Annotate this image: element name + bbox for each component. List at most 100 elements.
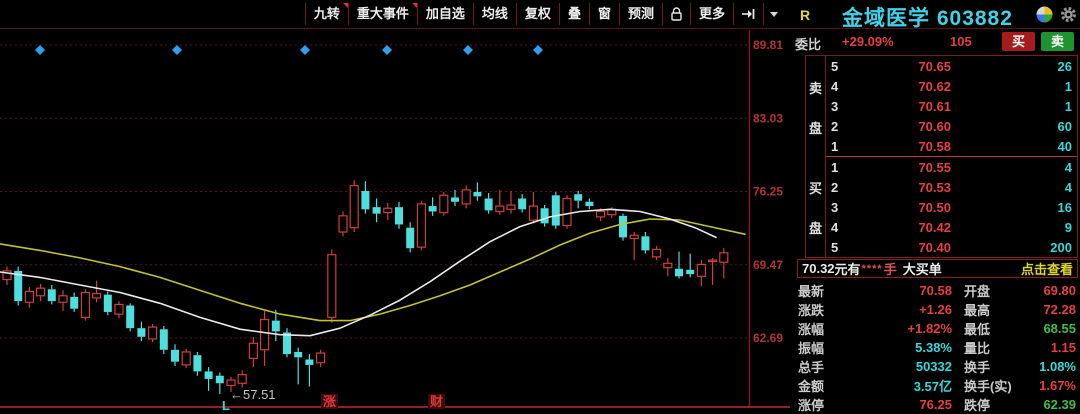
stat-value: 3.57亿 xyxy=(913,379,952,394)
toolbar-button[interactable]: 均线 xyxy=(472,3,516,25)
stats-row: 涨停 76.25 跌停 62.39 xyxy=(790,395,1080,414)
toolbar-button[interactable]: 九转 xyxy=(304,3,348,25)
sell-button[interactable]: 卖 xyxy=(1041,32,1074,51)
candlestick-chart[interactable]: 89.81 83.03 76.25 69.47 62.69 ←57.51 L 涨 财 xyxy=(0,0,790,414)
stat-value: 72.28 xyxy=(1043,302,1076,317)
lock-icon[interactable] xyxy=(661,3,690,25)
buy-level-row[interactable]: 4 70.42 9 xyxy=(826,217,1077,237)
chevron-down-icon[interactable] xyxy=(770,11,778,17)
pie-chart-icon[interactable] xyxy=(1036,6,1053,28)
buy-level-row[interactable]: 1 70.55 4 xyxy=(826,157,1077,177)
buy-level-row[interactable]: 3 70.50 16 xyxy=(826,197,1077,217)
stats-row: 最新 70.58 开盘 69.80 xyxy=(790,281,1080,300)
level-volume: 9 xyxy=(1064,219,1072,235)
level-number: 2 xyxy=(831,179,839,195)
buy-button[interactable]: 买 xyxy=(1002,32,1035,51)
stat-value: 68.55 xyxy=(1043,321,1076,336)
stat-label: 总手 xyxy=(798,360,825,375)
level-volume: 40 xyxy=(1057,138,1072,154)
signal-diamond-icon xyxy=(382,45,392,55)
notification-corner-badge xyxy=(411,3,417,8)
svg-text:←57.51: ←57.51 xyxy=(230,387,276,402)
stat-label: 换手 xyxy=(964,360,991,375)
stat-label: 涨跌 xyxy=(798,303,825,318)
stats-row: 振幅 5.38% 量比 1.15 xyxy=(790,338,1080,357)
toolbar: 九转 重大事件 加自选 均线 复权叠窗预测 更多 xyxy=(0,0,790,29)
big-order-alert-banner: 70.32 元有 **** 手 大买单 点击查看 xyxy=(797,259,1078,278)
sell-level-row[interactable]: 1 70.58 40 xyxy=(826,136,1077,156)
level-volume: 1 xyxy=(1064,78,1072,94)
toolbar-button[interactable]: 复权 xyxy=(515,3,559,25)
toolbar-button[interactable]: 加自选 xyxy=(416,3,473,25)
svg-text:涨: 涨 xyxy=(322,394,336,409)
stat-value: 69.80 xyxy=(1043,283,1076,298)
level-number: 1 xyxy=(831,159,839,175)
stat-label: 涨停 xyxy=(798,398,825,413)
buy-level-row[interactable]: 2 70.53 4 xyxy=(826,177,1077,197)
sell-label-char: 盘 xyxy=(809,121,823,136)
svg-text:62.69: 62.69 xyxy=(753,331,783,345)
stat-value: 50332 xyxy=(915,359,952,374)
stat-value: 1.15 xyxy=(1050,340,1076,355)
toolbar-button[interactable]: 叠 xyxy=(558,3,589,25)
stat-value: 76.25 xyxy=(919,397,952,412)
sell-level-row[interactable]: 5 70.65 26 xyxy=(826,56,1077,76)
sell-level-row[interactable]: 3 70.61 1 xyxy=(826,96,1077,116)
more-button[interactable]: 更多 xyxy=(689,3,733,25)
level-number: 2 xyxy=(831,118,839,134)
level-number: 1 xyxy=(831,138,839,154)
sell-label-char: 卖 xyxy=(809,81,823,96)
stat-label: 金额 xyxy=(798,379,825,394)
stats-grid: 最新 70.58 开盘 69.80 涨跌 +1.26 最高 72.28 涨幅 +1.82% 最低 68… xyxy=(790,281,1080,414)
stat-value: 1.67% xyxy=(1039,378,1076,393)
level-price: 70.61 xyxy=(918,98,951,114)
collapse-right-icon[interactable] xyxy=(733,3,764,25)
level-number: 4 xyxy=(831,219,839,235)
stat-label: 换手(实) xyxy=(964,379,1012,394)
signal-diamond-icon xyxy=(463,45,473,55)
order-book: 卖 盘 买 盘 5 70.65 26 4 70.62 1 3 70.61 1 2 70.60 60 1 7… xyxy=(805,55,1078,258)
level-volume: 60 xyxy=(1057,118,1072,134)
buy-level-row[interactable]: 5 70.40 200 xyxy=(826,237,1077,257)
notification-corner-badge xyxy=(342,3,348,8)
order-book-divider xyxy=(826,156,1077,157)
level-price: 70.40 xyxy=(918,239,951,255)
level-number: 4 xyxy=(831,78,839,94)
stat-value: 70.58 xyxy=(919,283,952,298)
stat-label: 最高 xyxy=(964,303,991,318)
level-volume: 4 xyxy=(1064,159,1072,175)
stock-title: 金域医学 603882 xyxy=(842,7,1013,30)
weicha-value: 105 xyxy=(950,34,972,49)
sell-level-row[interactable]: 4 70.62 1 xyxy=(826,76,1077,96)
stat-label: 最低 xyxy=(964,322,991,337)
svg-text:83.03: 83.03 xyxy=(753,111,783,125)
level-price: 70.65 xyxy=(918,58,951,74)
weibi-value: +29.09% xyxy=(842,34,894,49)
weibi-label: 委比 xyxy=(795,37,822,52)
sell-level-row[interactable]: 2 70.60 60 xyxy=(826,116,1077,136)
stock-header: R 金域医学 603882 xyxy=(790,0,1080,30)
level-price: 70.50 xyxy=(918,199,951,215)
level-price: 70.42 xyxy=(918,219,951,235)
gear-icon[interactable] xyxy=(1060,6,1077,28)
buy-label-char: 盘 xyxy=(809,221,823,236)
svg-text:69.47: 69.47 xyxy=(753,258,783,272)
level-volume: 16 xyxy=(1057,199,1072,215)
order-book-side-labels: 卖 盘 买 盘 xyxy=(806,56,826,257)
toolbar-button[interactable]: 重大事件 xyxy=(347,3,417,25)
level-price: 70.60 xyxy=(918,118,951,134)
candlestick-chart-svg[interactable]: 89.81 83.03 76.25 69.47 62.69 ←57.51L 涨 财 xyxy=(0,0,790,414)
level-number: 5 xyxy=(831,239,839,255)
alert-text1: 元有 xyxy=(834,262,861,277)
alert-text2: 大买单 xyxy=(902,262,942,277)
signal-diamond-icon xyxy=(172,45,182,55)
alert-view-link[interactable]: 点击查看 xyxy=(1020,262,1073,277)
svg-text:89.81: 89.81 xyxy=(753,38,783,52)
stat-value: 62.39 xyxy=(1043,397,1076,412)
signal-diamond-icon xyxy=(533,45,543,55)
signal-diamond-icon xyxy=(300,45,310,55)
toolbar-button[interactable]: 窗 xyxy=(588,3,619,25)
toolbar-button[interactable]: 预测 xyxy=(618,3,662,25)
stat-value: +1.82% xyxy=(907,321,952,336)
level-price: 70.53 xyxy=(918,179,951,195)
